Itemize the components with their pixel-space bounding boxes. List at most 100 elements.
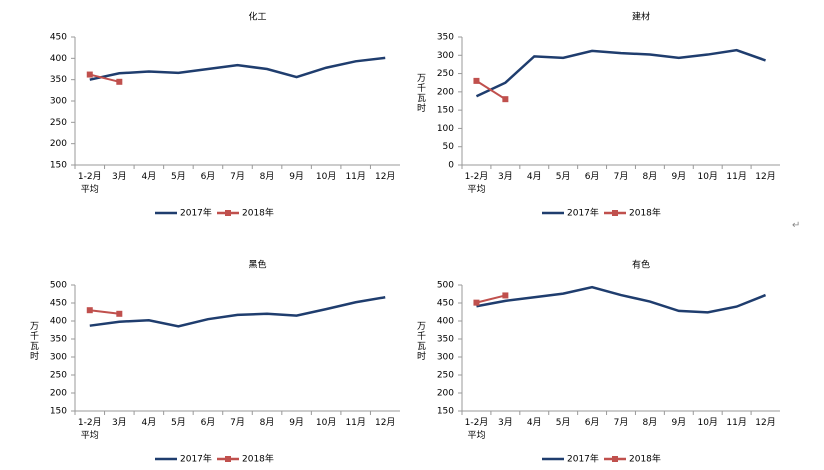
y-tick-label: 250 <box>437 69 454 79</box>
y-tick-label: 50 <box>443 142 455 152</box>
return-mark: ↵ <box>792 220 801 231</box>
x-tick-label: 3月 <box>497 172 513 182</box>
x-tick-label: 10月 <box>697 418 718 428</box>
x-tick-label: 12月 <box>374 418 396 428</box>
x-tick-label: 4月 <box>526 172 542 182</box>
series-line <box>89 309 120 315</box>
legend-label: 2018年 <box>242 453 274 465</box>
x-tick-label: 5月 <box>555 172 571 182</box>
legend-label: 2018年 <box>629 207 661 219</box>
y-tick-label: 150 <box>437 106 454 116</box>
x-tick-label: 12月 <box>755 418 776 428</box>
chart-title: 化工 <box>248 11 266 23</box>
x-tick-label: 5月 <box>555 418 571 428</box>
x-tick-label: 8月 <box>642 418 658 428</box>
point-marker <box>473 77 480 84</box>
y-tick-label: 200 <box>437 87 454 97</box>
x-tick-label: 12月 <box>374 172 396 182</box>
y-tick-label: 500 <box>437 281 454 291</box>
y-tick-label: 400 <box>50 317 67 327</box>
x-tick-label: 10月 <box>315 418 337 428</box>
y-tick-label: 200 <box>50 139 67 149</box>
legend-label: 2017年 <box>180 207 212 219</box>
x-tick-label: 10月 <box>315 172 337 182</box>
x-tick-label: 9月 <box>289 172 304 182</box>
x-tick-label: 7月 <box>613 418 629 428</box>
x-tick-label: 11月 <box>726 418 747 428</box>
x-tick-label: 6月 <box>200 418 216 428</box>
y-tick-label: 200 <box>50 389 67 399</box>
point-marker <box>86 307 93 314</box>
legend-label: 2017年 <box>567 207 599 219</box>
y-tick-label: 150 <box>50 161 67 171</box>
y-axis-label: 万千瓦时 <box>28 321 38 361</box>
x-tick-label: 6月 <box>584 172 600 182</box>
y-tick-label: 350 <box>437 335 454 345</box>
x-tick-label: 11月 <box>726 172 747 182</box>
x-tick-label: 1-2月 平均 <box>77 172 102 195</box>
y-tick-label: 200 <box>437 389 454 399</box>
y-tick-label: 450 <box>50 33 67 43</box>
series-line <box>89 56 386 81</box>
x-tick-label: 6月 <box>584 418 600 428</box>
x-tick-label: 12月 <box>755 172 776 182</box>
x-tick-label: 9月 <box>671 418 687 428</box>
x-tick-label: 6月 <box>200 172 216 182</box>
series-line <box>476 294 506 304</box>
x-tick-label: 5月 <box>171 172 186 182</box>
y-tick-label: 300 <box>50 353 67 363</box>
y-axis-label: 万千瓦时 <box>415 73 425 113</box>
y-axis-label: 万千瓦时 <box>415 321 425 361</box>
y-tick-label: 150 <box>437 407 454 417</box>
x-tick-label: 11月 <box>345 418 366 428</box>
y-tick-label: 0 <box>448 161 454 171</box>
legend-marker <box>225 456 231 462</box>
y-tick-label: 250 <box>437 371 454 381</box>
point-marker <box>473 299 480 306</box>
x-tick-label: 7月 <box>230 172 245 182</box>
x-tick-label: 3月 <box>111 418 127 428</box>
x-tick-label: 9月 <box>671 172 687 182</box>
x-tick-label: 4月 <box>526 418 542 428</box>
y-tick-label: 500 <box>50 281 67 291</box>
point-marker <box>116 78 123 85</box>
point-marker <box>502 292 509 299</box>
y-tick-label: 450 <box>50 299 67 309</box>
legend-label: 2017年 <box>567 453 599 465</box>
y-tick-label: 300 <box>437 51 454 61</box>
y-tick-label: 300 <box>437 353 454 363</box>
x-tick-label: 11月 <box>345 172 366 182</box>
y-tick-label: 250 <box>50 118 67 128</box>
legend-label: 2017年 <box>180 453 212 465</box>
legend-marker <box>612 456 618 462</box>
x-tick-label: 4月 <box>141 172 157 182</box>
y-tick-label: 400 <box>50 54 67 64</box>
y-tick-label: 250 <box>50 371 67 381</box>
series-line <box>475 80 506 101</box>
x-tick-label: 1-2月 平均 <box>464 172 489 195</box>
legend-label: 2018年 <box>242 207 274 219</box>
series-line <box>89 296 386 328</box>
point-marker <box>86 71 93 78</box>
x-tick-label: 3月 <box>111 172 127 182</box>
series-line <box>476 285 767 314</box>
x-tick-label: 9月 <box>289 418 304 428</box>
series-line <box>475 48 766 98</box>
x-tick-label: 4月 <box>141 418 157 428</box>
x-tick-label: 8月 <box>259 172 275 182</box>
chart-title: 黑色 <box>248 259 266 271</box>
point-marker <box>502 96 509 103</box>
y-tick-label: 350 <box>437 33 454 43</box>
y-tick-label: 450 <box>437 299 454 309</box>
y-tick-label: 350 <box>50 335 67 345</box>
x-tick-label: 3月 <box>497 418 513 428</box>
x-tick-label: 1-2月 平均 <box>464 418 489 441</box>
x-tick-label: 5月 <box>171 418 186 428</box>
x-tick-label: 8月 <box>642 172 658 182</box>
series-line <box>89 73 120 83</box>
y-tick-label: 100 <box>437 124 454 134</box>
y-tick-label: 150 <box>50 407 67 417</box>
x-tick-label: 7月 <box>613 172 629 182</box>
